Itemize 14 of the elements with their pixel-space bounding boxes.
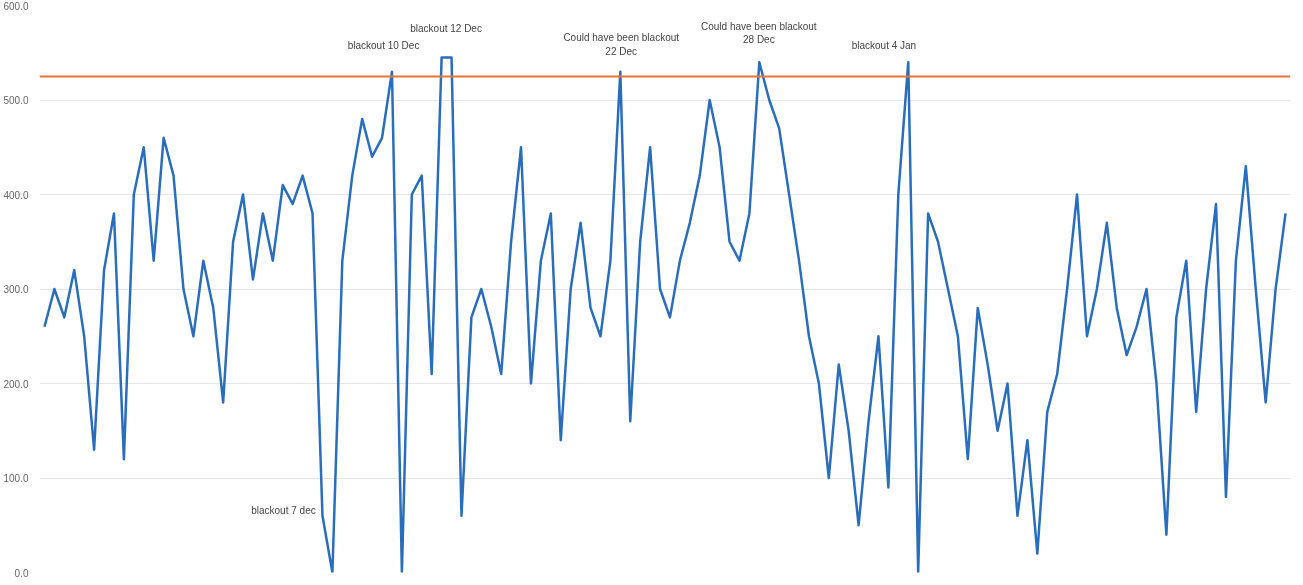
y-tick-label: 400.0 bbox=[3, 189, 29, 201]
annotation: blackout 7 dec bbox=[251, 504, 316, 516]
y-tick-label: 300.0 bbox=[3, 284, 29, 295]
y-tick-label: 600.0 bbox=[3, 0, 29, 12]
line-series bbox=[43, 56, 1287, 573]
annotation: Could have been blackout 28 Dec bbox=[701, 20, 817, 46]
y-tick-label: 0.0 bbox=[14, 567, 29, 579]
y-tick-label: 500.0 bbox=[3, 95, 29, 106]
annotation: blackout 10 Dec bbox=[347, 39, 420, 51]
annotation: Could have been blackout 22 Dec bbox=[563, 32, 680, 57]
annotation: blackout 4 Jan bbox=[851, 39, 917, 51]
y-tick-label: 200.0 bbox=[3, 378, 29, 390]
y-tick-label: 100.0 bbox=[3, 473, 29, 484]
annotation: blackout 12 Dec bbox=[410, 22, 482, 34]
